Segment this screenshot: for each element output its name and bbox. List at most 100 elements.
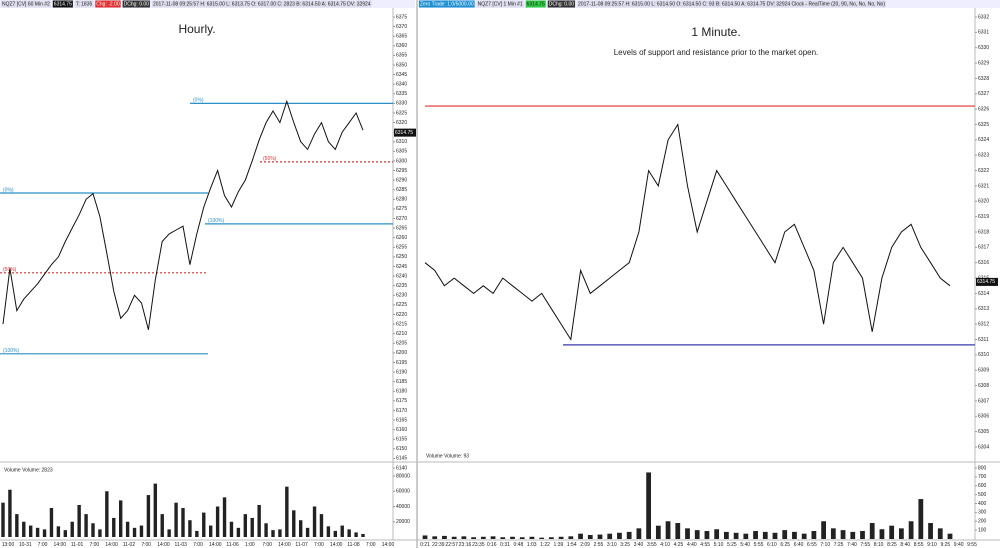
y-tick-label: 6325 (396, 110, 407, 116)
volume-bar (549, 537, 554, 539)
x-tick-label: 6:55 (807, 542, 817, 548)
volume-label: Volume Volume: 2823 (4, 467, 53, 473)
volume-tick-label: 400 (978, 501, 987, 507)
volume-bar (250, 517, 254, 537)
volume-bar (22, 521, 26, 537)
x-tick-label: 4:25 (674, 542, 684, 548)
y-tick-label: 6230 (396, 293, 407, 299)
header-cell-bg (122, 0, 150, 8)
x-tick-label: 4:55 (700, 542, 710, 548)
volume-tick-label: 800 (978, 465, 987, 471)
y-tick-label: 6285 (396, 187, 407, 193)
y-tick-label: 6180 (396, 389, 407, 395)
x-tick-label: 2:55 (594, 542, 604, 548)
x-tick-label: 7:00 (366, 542, 376, 548)
y-tick-label: 6150 (396, 446, 407, 452)
volume-bar (792, 531, 797, 539)
y-tick-label: 6311 (978, 337, 989, 343)
y-tick-label: 6360 (396, 43, 407, 49)
volume-bar (333, 530, 338, 537)
x-tick-label: 5:40 (740, 542, 750, 548)
x-tick-label: 11-03 (175, 542, 188, 548)
x-tick-label: 1:39 (554, 542, 564, 548)
volume-tick-label: 300 (978, 510, 987, 516)
volume-tick-label: 100 (978, 527, 987, 533)
volume-bar (361, 533, 365, 537)
x-tick-label: 7:00 (141, 542, 151, 548)
y-tick-label: 6350 (396, 62, 407, 68)
volume-bar (422, 535, 428, 539)
volume-bar (636, 528, 642, 539)
chart-title: 1 Minute. (691, 25, 740, 39)
x-tick-label: 14:00 (209, 542, 222, 548)
last-price-bg (976, 277, 998, 286)
x-tick-label: 23:16 (459, 542, 472, 548)
volume-bar (278, 529, 282, 537)
volume-bar (49, 508, 54, 537)
y-tick-label: 6345 (396, 72, 407, 78)
header-cell-bg (151, 0, 372, 8)
y-tick-label: 6365 (396, 34, 407, 40)
x-tick-label: 11-01 (71, 542, 84, 548)
volume-bar (510, 536, 515, 539)
y-tick-label: 6309 (978, 368, 989, 374)
x-tick-label: 6:40 (794, 542, 804, 548)
volume-bar (578, 533, 583, 539)
x-tick-label: 11-02 (123, 542, 136, 548)
header-text: 6314.75 (527, 2, 545, 8)
y-tick-label: 6210 (396, 331, 407, 337)
volume-bar (821, 521, 826, 539)
volume-bar (811, 531, 817, 539)
x-tick-label: 1:54 (567, 542, 577, 548)
y-tick-label: 6304 (978, 444, 989, 450)
x-tick-label: 11-08 (347, 542, 360, 548)
volume-bar (118, 500, 123, 537)
y-tick-label: 6300 (396, 158, 407, 164)
header-cell-bg (95, 0, 121, 8)
x-tick-label: 14:00 (382, 542, 395, 548)
y-tick-label: 6295 (396, 168, 407, 174)
header-cell-bg (577, 0, 886, 8)
volume-bar (181, 508, 185, 537)
level-label: (0%) (193, 98, 204, 104)
volume-bar (340, 525, 344, 537)
x-tick-label: 0:31 (500, 542, 510, 548)
x-tick-label: 1:03 (527, 542, 537, 548)
header-cell-bg (74, 0, 94, 8)
x-tick-label: 3:55 (647, 542, 657, 548)
last-price-label: 6314.75 (395, 130, 413, 136)
volume-bar (312, 506, 317, 537)
volume-bar (694, 530, 700, 539)
volume-tick-label: 40000 (396, 504, 410, 510)
header-cell-bg (1, 0, 51, 8)
volume-bar (607, 533, 613, 539)
volume-bar (35, 527, 40, 537)
volume-bar (442, 535, 447, 539)
header-text: Chg: -2.00 (96, 2, 120, 8)
x-tick-label: 5:55 (754, 542, 764, 548)
y-tick-label: 6275 (396, 206, 407, 212)
volume-bar (326, 526, 331, 537)
y-tick-label: 6324 (978, 137, 989, 143)
x-tick-label: 11-06 (226, 542, 239, 548)
volume-bar (305, 527, 310, 537)
y-tick-label: 6310 (396, 139, 407, 145)
y-tick-label: 6331 (978, 30, 989, 36)
volume-tick-label: 60000 (396, 489, 410, 495)
y-tick-label: 6317 (978, 245, 989, 251)
price-line (2, 99, 364, 330)
x-tick-label: 22:57 (445, 542, 458, 548)
x-tick-label: 8:55 (914, 542, 924, 548)
y-tick-label: 6305 (978, 429, 989, 435)
volume-bar (500, 537, 506, 539)
last-price-label: 6314.75 (977, 279, 995, 285)
x-tick-label: 6:25 (780, 542, 790, 548)
header-cell-bg (52, 0, 73, 8)
volume-bar (665, 521, 671, 539)
volume-bar (830, 528, 836, 539)
volume-bar (15, 514, 19, 537)
x-tick-label: 7:55 (860, 542, 870, 548)
volume-bar (105, 491, 109, 537)
volume-bar (354, 532, 358, 537)
